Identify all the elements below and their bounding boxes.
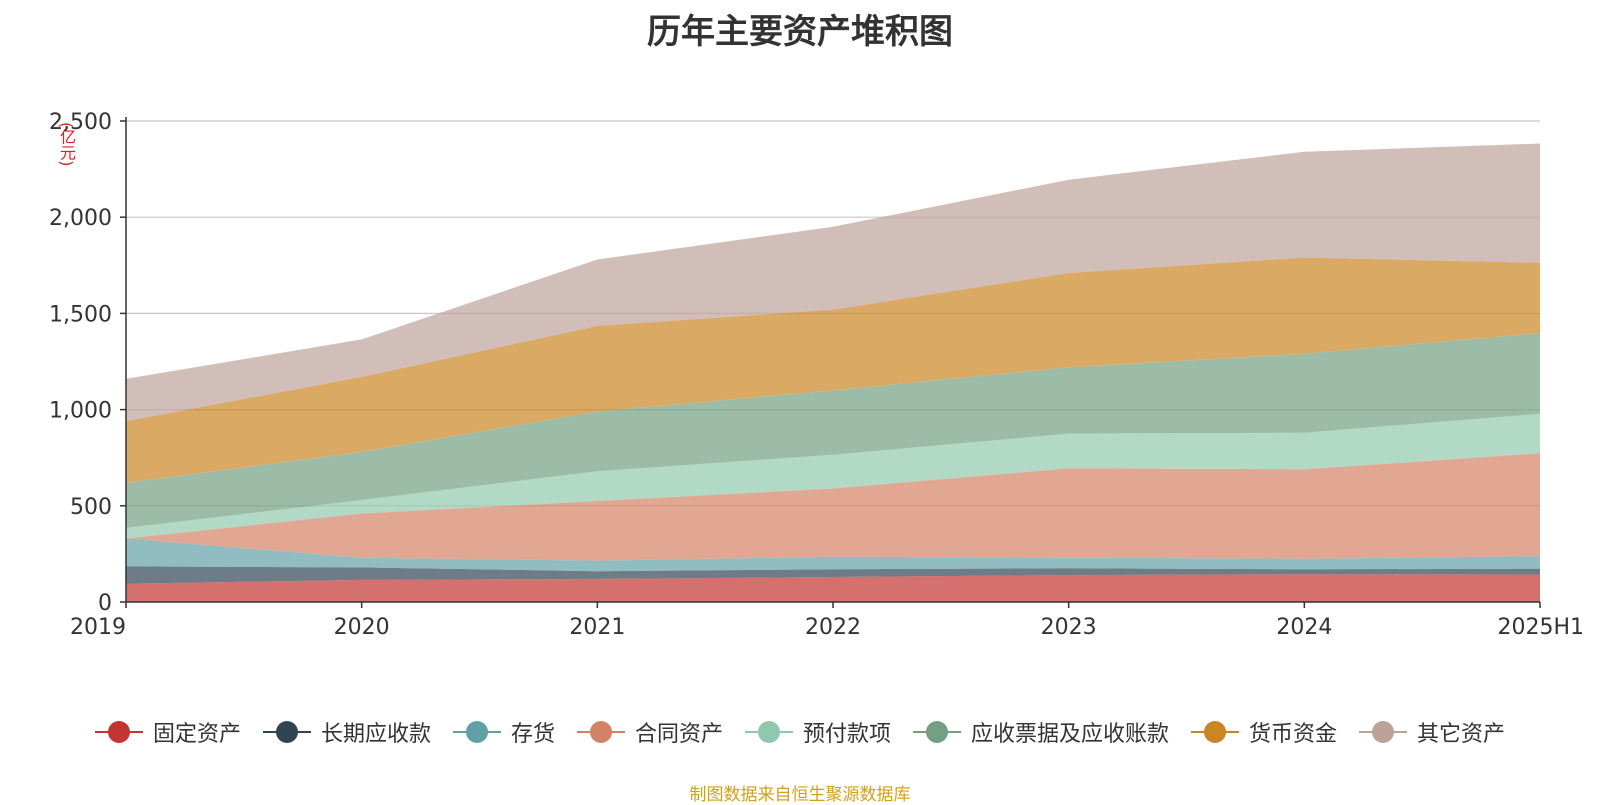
legend-item[interactable]: 长期应收款 bbox=[262, 716, 431, 748]
area-series-应收票据及应收账款 bbox=[126, 333, 1540, 528]
area-series-存货 bbox=[126, 538, 1540, 572]
legend-item[interactable]: 货币资金 bbox=[1191, 716, 1337, 748]
x-tick-label: 2021 bbox=[569, 615, 625, 640]
area-series bbox=[126, 143, 1540, 602]
legend-item[interactable]: 应收票据及应收账款 bbox=[913, 716, 1169, 748]
legend-label: 预付款项 bbox=[803, 722, 892, 747]
area-series-货币资金 bbox=[126, 257, 1540, 483]
legend-label: 合同资产 bbox=[634, 722, 723, 747]
legend-label: 其它资产 bbox=[1417, 722, 1506, 747]
legend-marker-icon bbox=[576, 719, 625, 745]
legend-marker-icon bbox=[452, 719, 501, 745]
x-tick-label: 2022 bbox=[805, 615, 861, 640]
area-series-其它资产 bbox=[126, 143, 1540, 422]
legend-label: 固定资产 bbox=[152, 722, 241, 747]
legend-item[interactable]: 固定资产 bbox=[94, 716, 241, 748]
legend-marker-icon bbox=[262, 719, 311, 745]
legend-item[interactable]: 其它资产 bbox=[1359, 716, 1505, 748]
y-tick-label: 500 bbox=[70, 495, 112, 520]
legend-marker-icon bbox=[745, 719, 793, 745]
area-series-预付款项 bbox=[126, 413, 1540, 539]
legend-item[interactable]: 预付款项 bbox=[745, 716, 891, 748]
legend-marker-icon bbox=[94, 719, 143, 745]
legend-marker-icon bbox=[1191, 719, 1240, 745]
legend-marker-icon bbox=[1359, 719, 1408, 745]
y-tick-label: 0 bbox=[98, 591, 112, 616]
y-tick-label: 1,000 bbox=[49, 399, 112, 424]
legend-label: 货币资金 bbox=[1249, 722, 1338, 747]
y-tick-label: 2,500 bbox=[49, 110, 112, 135]
legend: 固定资产 长期应收款 存货 合同资产 预付款项 应收票据及应收账款 货币资金 其它资产 bbox=[0, 716, 1600, 748]
y-axis-unit-label: (亿元) bbox=[57, 122, 76, 167]
legend-item[interactable]: 存货 bbox=[452, 716, 555, 748]
x-tick-label: 2020 bbox=[334, 615, 390, 640]
area-series-长期应收款 bbox=[126, 566, 1540, 584]
y-tick-label: 1,500 bbox=[49, 302, 112, 327]
axes bbox=[120, 117, 1541, 608]
area-series-固定资产 bbox=[126, 574, 1540, 602]
y-tick-label: 2,000 bbox=[49, 206, 112, 231]
chart-title: 历年主要资产堆积图 bbox=[647, 12, 953, 52]
x-tick-label: 2024 bbox=[1276, 615, 1332, 640]
tick-labels: 0 500 1,000 1,500 2,000 2,500 2019 2020 2021 2022… bbox=[49, 110, 1584, 640]
source-note: 制图数据来自恒生聚源数据库 bbox=[689, 785, 911, 805]
x-tick-label: 2025H1 bbox=[1497, 615, 1584, 640]
legend-item[interactable]: 合同资产 bbox=[576, 716, 723, 748]
area-series-合同资产 bbox=[126, 453, 1540, 561]
legend-label: 应收票据及应收账款 bbox=[971, 722, 1170, 747]
legend-label: 存货 bbox=[510, 722, 555, 747]
legend-label: 长期应收款 bbox=[320, 722, 431, 747]
legend-marker-icon bbox=[913, 719, 962, 745]
x-tick-label: 2019 bbox=[70, 615, 126, 640]
x-tick-label: 2023 bbox=[1041, 615, 1097, 640]
